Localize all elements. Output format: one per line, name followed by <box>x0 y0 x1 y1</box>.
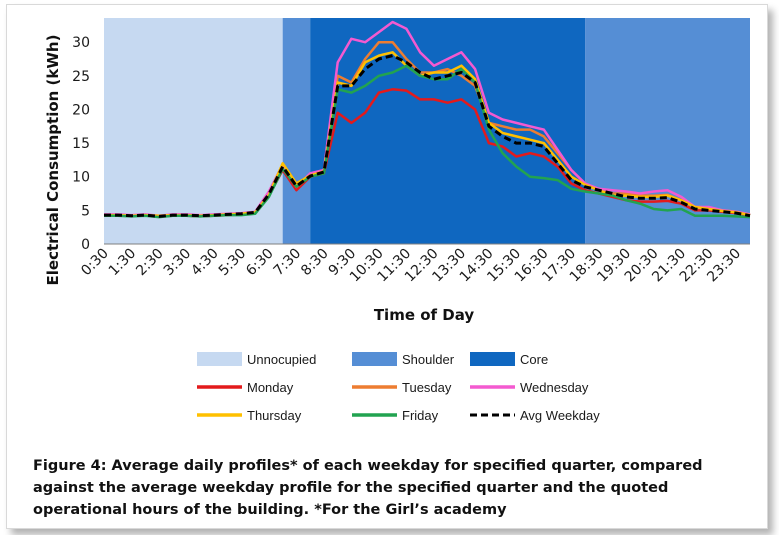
legend-label-tuesday: Tuesday <box>402 380 452 395</box>
y-tick-label: 15 <box>72 136 90 152</box>
series-avg-weekday <box>104 54 751 218</box>
legend-swatch-core <box>470 352 515 366</box>
figure-caption: Figure 4: Average daily profiles* of eac… <box>33 458 703 518</box>
legend: Unnocupied Shoulder Core Monday Tuesday Wedne… <box>197 352 600 423</box>
legend-swatch-unnocupied <box>197 352 242 366</box>
x-tick-label: 5:30 <box>216 246 250 280</box>
y-tick-label: 25 <box>72 69 90 85</box>
x-tick-label: 4:30 <box>188 246 222 280</box>
x-tick-labels: 0:301:302:303:304:305:306:307:308:309:30… <box>78 246 744 286</box>
legend-label-unnocupied: Unnocupied <box>247 352 316 367</box>
legend-label-avg-weekday: Avg Weekday <box>520 408 600 423</box>
legend-label-core: Core <box>520 352 548 367</box>
band-unnocupied-0 <box>104 18 283 244</box>
x-axis-title: Time of Day <box>374 306 475 324</box>
x-tick-label: 8:30 <box>298 246 332 280</box>
y-tick-label: 0 <box>81 237 90 253</box>
legend-label-shoulder: Shoulder <box>402 352 455 367</box>
legend-label-thursday: Thursday <box>247 408 302 423</box>
x-tick-label: 7:30 <box>271 246 305 280</box>
operational-hours-bands <box>104 18 750 244</box>
y-axis-title: Electrical Consumption (kWh) <box>44 35 62 286</box>
y-tick-label: 20 <box>72 102 90 118</box>
band-core-2 <box>310 18 586 244</box>
y-tick-label: 10 <box>72 170 90 186</box>
band-shoulder-3 <box>585 18 750 244</box>
legend-label-monday: Monday <box>247 380 294 395</box>
x-tick-label: 2:30 <box>133 246 167 280</box>
y-tick-label: 30 <box>72 35 90 51</box>
legend-label-wednesday: Wednesday <box>520 380 589 395</box>
x-tick-label: 6:30 <box>243 246 277 280</box>
x-tick-label: 3:30 <box>161 246 195 280</box>
y-tick-label: 5 <box>81 203 90 219</box>
legend-swatch-shoulder <box>352 352 397 366</box>
y-tick-labels: 0 5 10 15 20 25 30 <box>72 35 90 253</box>
series-lines <box>103 20 751 219</box>
legend-label-friday: Friday <box>402 408 439 423</box>
x-tick-label: 1:30 <box>106 246 140 280</box>
band-shoulder-1 <box>282 18 311 244</box>
